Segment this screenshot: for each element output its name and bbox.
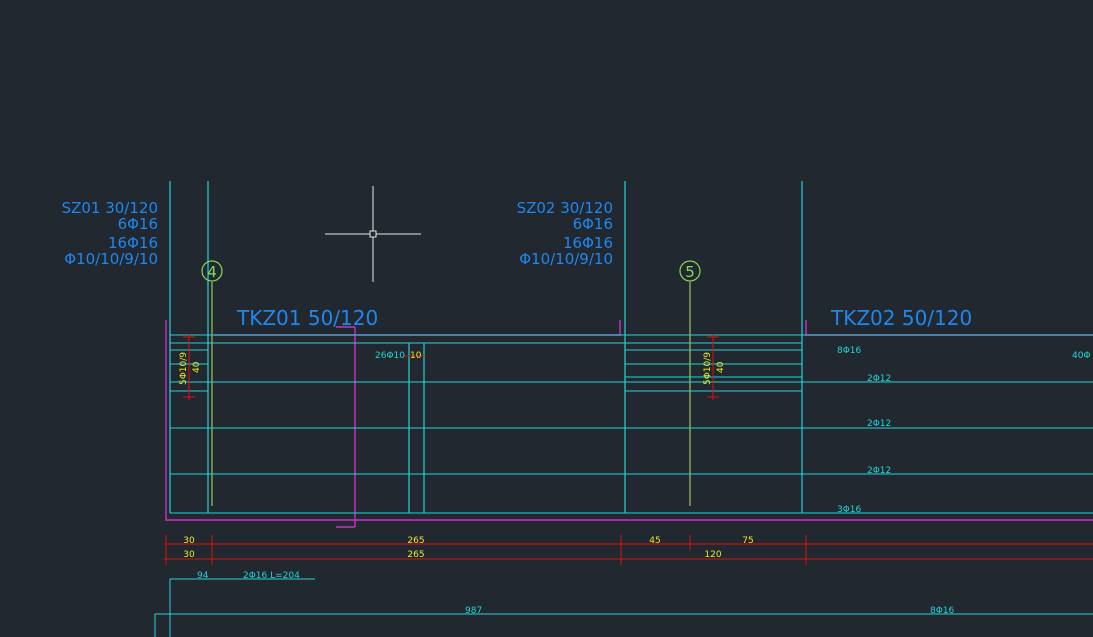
dim-row1-75: 75 [742, 536, 753, 546]
stirrup-dim-lines [183, 334, 719, 400]
stirrup-label-a: 5Φ10/9 [179, 352, 189, 385]
column-sz02-stirrup: Φ10/10/9/10 [519, 250, 613, 268]
dim-row1-30: 30 [183, 536, 195, 546]
rebar-lines [170, 334, 1093, 514]
dim-row2-265: 265 [407, 550, 424, 560]
dimension-lines [164, 535, 1093, 565]
column-sz01-rebar-2: 16Φ16 [108, 234, 158, 252]
rebar-label-10: 10 [410, 351, 422, 361]
column-sz02-rebar-1: 6Φ16 [573, 215, 613, 233]
dim-row1-265: 265 [407, 536, 424, 546]
column-sz01-stirrup: Φ10/10/9/10 [64, 250, 158, 268]
beam-outline [165, 320, 1093, 528]
crosshair-cursor [325, 186, 421, 282]
stirrup-dim-a: 40 [192, 361, 202, 373]
column-sz02-rebar-2: 16Φ16 [563, 234, 613, 252]
stirrup-label-b: 5Φ10/9 [703, 352, 713, 385]
column-sz02-name: SZ02 30/120 [517, 199, 613, 217]
bottom-bar2-label: 8Φ16 [930, 606, 955, 616]
rebar-label-mid1: 2Φ12 [867, 374, 891, 384]
dim-row1-45: 45 [649, 536, 660, 546]
bottom-dim-94: 94 [197, 571, 209, 581]
axis-label-4: 4 [207, 263, 217, 281]
rebar-label-mid2: 2Φ12 [867, 419, 891, 429]
axis-marker-4: 4 [201, 260, 223, 282]
rebar-label-bottom: 3Φ16 [837, 505, 862, 515]
axis-label-5: 5 [685, 263, 695, 281]
column-label-sz02: SZ02 30/120 6Φ16 16Φ16 Φ10/10/9/10 [517, 199, 613, 268]
dim-row2-120: 120 [704, 550, 721, 560]
rebar-label-top: 8Φ16 [837, 346, 862, 356]
beam-label-tkz02: TKZ02 50/120 [830, 306, 972, 330]
column-lines [169, 181, 803, 513]
rebar-label-26phi10: 26Φ10 [375, 351, 405, 361]
dim-row2-30: 30 [183, 550, 195, 560]
rebar-label-mid3: 2Φ12 [867, 466, 891, 476]
column-label-sz01: SZ01 30/120 6Φ16 16Φ16 Φ10/10/9/10 [62, 199, 158, 268]
column-sz01-name: SZ01 30/120 [62, 199, 158, 217]
beam-label-tkz01: TKZ01 50/120 [236, 306, 378, 330]
bottom-bar-label: 2Φ16 L=204 [243, 571, 300, 581]
stirrup-dim-b: 40 [716, 361, 726, 373]
bottom-rebar-detail [154, 578, 1093, 637]
bottom-length-987: 987 [465, 606, 482, 616]
axis-marker-5: 5 [679, 260, 701, 282]
column-sz01-rebar-1: 6Φ16 [118, 215, 158, 233]
rebar-label-top-right: 40Φ [1072, 351, 1091, 361]
axis-lines [211, 282, 691, 506]
